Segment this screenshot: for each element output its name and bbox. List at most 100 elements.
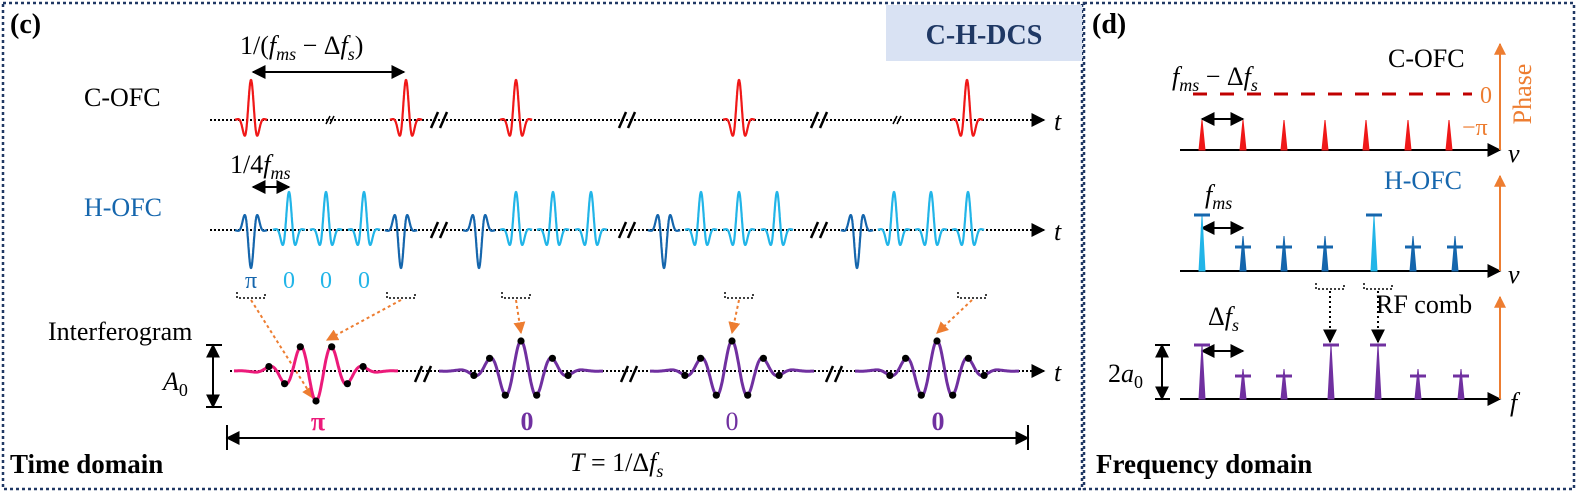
d-c-line-6 [1445,119,1453,151]
d-c-line-2 [1280,119,1288,151]
interferogram-pi-sample-3 [296,343,304,351]
igm-phase-0-c: 0 [932,407,945,436]
interferogram-0-b-sample-7 [775,371,783,379]
interferogram-pi-sample-7 [359,363,367,371]
interferogram-pi-sample-4 [312,397,320,405]
h-ofc-pulse-1-0 [462,214,496,270]
interferogram-0-a [439,339,603,397]
d-h-nu-symbol: ν [1508,260,1520,289]
badge-label: C-H-DCS [926,20,1043,51]
pointer-arrow-1 [325,299,402,341]
d-bracket-1 [1363,283,1393,290]
interferogram-0-b-sample-1 [681,371,689,379]
d-h-line-1 [1239,235,1247,272]
interferogram-0-b [650,339,814,397]
d-rf-line-6 [1457,368,1465,400]
h-break-2-b [626,221,637,239]
pointer-arrow-0 [250,299,314,400]
c-break-small-2-b [896,115,902,125]
interferogram-0-b-sample-3 [712,391,720,399]
d-rf-line-1 [1239,368,1247,400]
panel-d-frame [1082,1,1576,491]
igm-break-3-a [824,365,835,383]
h-break-3-a [809,221,820,239]
h-phase-pi: π [245,268,257,294]
d-h-line-5 [1409,235,1417,272]
c-break-3-a [809,111,820,129]
d-c-line-5 [1404,119,1412,151]
h-ofc-pulse-2-0 [647,214,681,270]
d-h-line-0 [1198,215,1206,272]
h-ofc-pulse-0-2 [309,190,343,246]
time-domain-footer: Time domain [10,449,163,479]
c-ofc-pulse-3 [722,78,756,137]
d-h-line-4 [1370,215,1378,272]
interferogram-pi-sample-5 [328,343,336,351]
d-bracket-0 [1315,283,1345,290]
c-ofc-breaks [325,111,902,129]
d-rf-label: RF comb [1376,290,1472,319]
period-label: 1/(fms − Δfs) [240,31,363,64]
bracket-2 [501,292,531,299]
interferogram-pi-sample-1 [265,363,273,371]
interferogram-0-c-sample-7 [980,371,988,379]
panel-c-frame [1,1,1084,491]
h-ofc-pulse-0-3 [347,190,381,246]
h-ofc-axis-symbol: t [1054,217,1062,246]
c-ofc-pulse-4 [950,78,984,137]
d-rf-line-2 [1280,368,1288,400]
h-ofc-pulse-0-4 [384,214,418,270]
panel-frequency-domain: (d) C-OFC fms − Δfs 0 −π ν Phase H-OFC f… [1082,1,1576,491]
bracket-4 [957,292,987,299]
h-phase-0-c: 0 [358,268,370,294]
c-break-small-1-a [325,115,331,125]
c-ofc-pulses [234,78,984,137]
h-ofc-pulse-2-3 [760,190,794,246]
d-spacing-label: fms − Δfs [1172,62,1258,95]
interferogram-pi-sample-2 [281,380,289,388]
d-rf-line-4 [1374,344,1382,400]
interferogram-pi [234,345,398,403]
h-ofc-pulse-3-2 [914,190,948,246]
bracket-3 [724,292,754,299]
d-c-line-3 [1321,119,1329,151]
interferogram-0-a-sample-7 [564,371,572,379]
igm-break-3-b [833,365,844,383]
bracket-0 [236,292,266,299]
igm-phase-0-a: 0 [521,407,534,436]
igm-break-2-b [628,365,639,383]
h-ofc-pulse-0-0 [234,214,268,270]
panel-c-label: (c) [10,9,41,40]
h-ofc-pulse-1-3 [574,190,608,246]
h-ofc-pulse-3-3 [951,190,985,246]
panel-time-domain: C-H-DCS (c) 1/(fms − Δfs) C-OFC t 1/4fms… [1,1,1084,491]
interferogram-0-c-sample-1 [886,371,894,379]
d-amp-label: 2a0 [1108,359,1143,392]
c-ofc-axis-symbol: t [1054,107,1062,136]
c-break-1-b [438,111,449,129]
d-c-ofc-label: C-OFC [1388,44,1465,73]
c-ofc-pulse-2 [499,78,533,137]
h-ofc-pulse-3-1 [877,190,911,246]
pointer-arrow-2 [513,299,526,335]
d-h-line-3 [1321,235,1329,272]
interferogram-pi-sample-6 [343,380,351,388]
h-break-1-a [429,221,440,239]
interferogram-0-b-sample-4 [728,337,736,345]
d-h-line-6 [1451,235,1459,272]
interferogram-0-a-sample-2 [486,354,494,362]
phase-zero-label: 0 [1480,83,1492,109]
c-break-small-1-b [329,115,335,125]
c-ofc-pulse-0 [234,78,268,137]
h-break-3-b [818,221,829,239]
d-c-line-4 [1362,119,1370,151]
h-ofc-pulse-1-1 [499,190,533,246]
c-break-2-b [626,111,637,129]
panel-d-label: (d) [1092,9,1126,40]
interferogram-waveforms [234,337,1019,405]
h-ofc-pulse-3-0 [840,214,874,270]
interferogram-0-a-sample-5 [533,391,541,399]
h-ofc-label: H-OFC [84,193,162,222]
c-break-small-2-a [892,115,898,125]
